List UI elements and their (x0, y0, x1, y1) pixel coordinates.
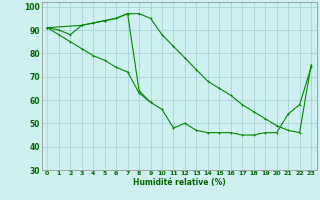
X-axis label: Humidité relative (%): Humidité relative (%) (133, 178, 226, 187)
